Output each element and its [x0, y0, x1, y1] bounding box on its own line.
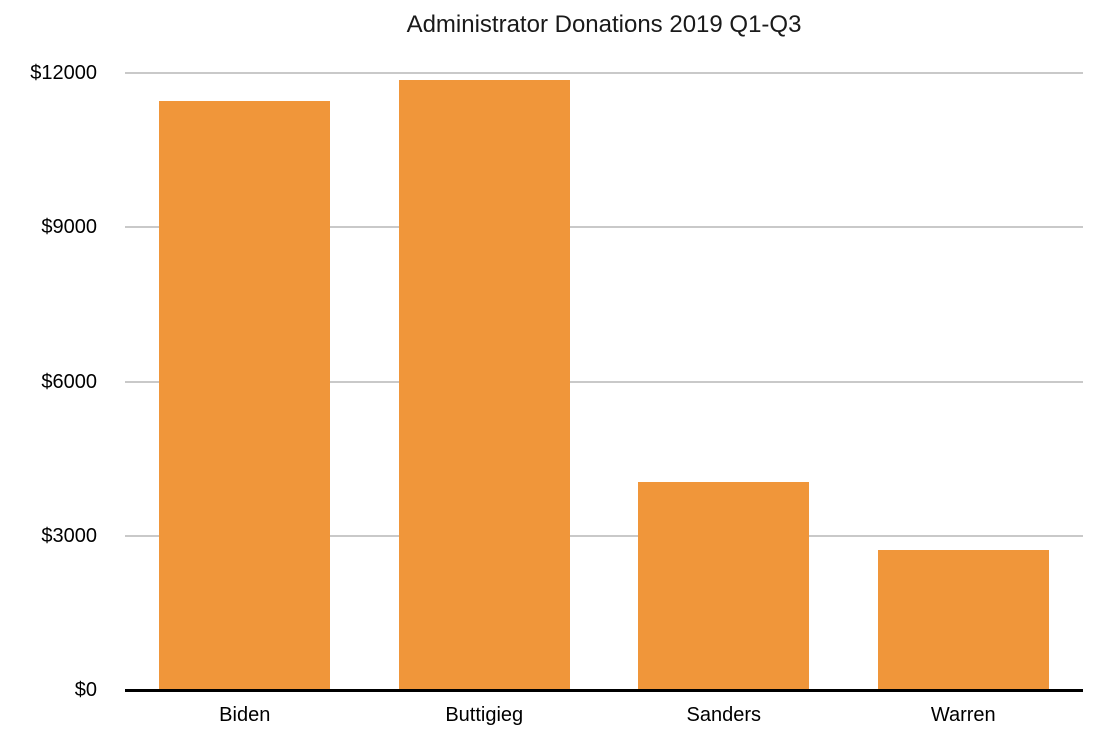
plot-area	[125, 72, 1083, 692]
bar-warren	[877, 550, 1049, 690]
bar-sanders	[638, 481, 810, 690]
bar-buttigieg	[398, 80, 570, 690]
x-tick-label-biden: Biden	[219, 704, 271, 726]
gridline-3000	[125, 534, 1083, 537]
gridline-9000	[125, 226, 1083, 229]
y-tick-label-6000: $6000	[41, 370, 97, 393]
y-tick-label-0: $0	[74, 679, 97, 701]
x-tick-label-warren: Warren	[930, 704, 996, 726]
gridline-6000	[125, 380, 1083, 383]
gridline-12000	[125, 72, 1083, 74]
x-axis-line	[125, 689, 1083, 692]
bar-biden	[159, 101, 331, 690]
chart-title: Administrator Donations 2019 Q1-Q3	[406, 11, 802, 38]
y-tick-label-12000: $12000	[30, 62, 97, 84]
x-tick-label-buttigieg: Buttigieg	[445, 704, 524, 726]
y-tick-label-3000: $3000	[41, 524, 97, 547]
x-tick-label-sanders: Sanders	[686, 704, 762, 726]
y-tick-label-9000: $9000	[41, 216, 97, 239]
